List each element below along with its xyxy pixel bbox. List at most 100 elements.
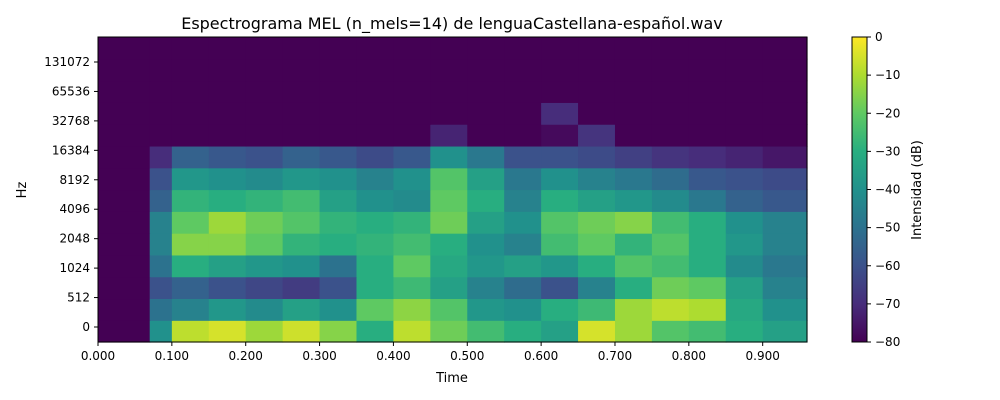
- heatmap-cell: [208, 37, 247, 60]
- heatmap-cell: [319, 37, 358, 60]
- heatmap-cell: [762, 320, 808, 343]
- heatmap-cell: [504, 320, 542, 343]
- colorbar-tick-label: −30: [875, 144, 900, 158]
- heatmap-cell: [651, 276, 690, 300]
- heatmap-cell: [245, 298, 284, 321]
- heatmap-cell: [208, 80, 247, 103]
- heatmap-cell: [208, 102, 247, 125]
- x-tick-label: 0.700: [598, 349, 632, 363]
- heatmap-cell: [688, 58, 727, 82]
- heatmap-cell: [282, 211, 321, 234]
- heatmap-cell: [171, 145, 210, 169]
- heatmap-cell: [245, 102, 284, 125]
- heatmap-cell: [282, 189, 321, 212]
- heatmap-cell: [651, 320, 690, 343]
- colorbar-ticks: 0 −10 −20 −30 −40 −50 −60 −70 −80: [867, 30, 900, 349]
- colorbar-label: Intensidad (dB): [910, 140, 925, 240]
- heatmap-cell: [319, 211, 358, 234]
- heatmap-cell: [98, 102, 151, 125]
- heatmap-cell: [614, 37, 653, 60]
- heatmap-cell: [762, 189, 808, 212]
- heatmap-cell: [245, 58, 284, 82]
- heatmap-cell: [504, 58, 542, 82]
- heatmap-cell: [282, 102, 321, 125]
- heatmap-cell: [467, 102, 505, 125]
- heatmap-cell: [171, 102, 210, 125]
- heatmap-cell: [282, 320, 321, 343]
- heatmap-cell: [319, 102, 358, 125]
- heatmap-cell: [467, 80, 505, 103]
- heatmap-cell: [614, 298, 653, 321]
- heatmap-cell: [467, 167, 505, 191]
- heatmap-cell: [467, 189, 505, 212]
- x-tick-label: 0.000: [81, 349, 115, 363]
- heatmap-cell: [171, 211, 210, 234]
- heatmap-cell: [578, 167, 616, 191]
- heatmap-cell: [356, 320, 395, 343]
- heatmap-cell: [393, 167, 431, 191]
- heatmap-cell: [541, 298, 579, 321]
- heatmap-cell: [578, 254, 616, 278]
- heatmap-cell: [393, 211, 431, 234]
- heatmap-cell: [319, 298, 358, 321]
- heatmap-cell: [208, 276, 247, 300]
- heatmap-cell: [541, 167, 579, 191]
- heatmap-cell: [393, 58, 431, 82]
- heatmap-cell: [762, 37, 808, 60]
- heatmap-cell: [98, 233, 151, 256]
- y-tick-label: 65536: [52, 84, 90, 98]
- heatmap-cell: [762, 58, 808, 82]
- heatmap-cell: [430, 254, 468, 278]
- heatmap-cell: [762, 102, 808, 125]
- heatmap-cell: [98, 320, 151, 343]
- heatmap-cell: [98, 167, 151, 191]
- heatmap-cell: [208, 254, 247, 278]
- heatmap-cell: [98, 37, 151, 60]
- heatmap-cell: [578, 211, 616, 234]
- colorbar-tick-label: −80: [875, 335, 900, 349]
- heatmap-cell: [578, 58, 616, 82]
- y-tick-label: 32768: [52, 114, 90, 128]
- y-tick-label: 16384: [52, 143, 90, 157]
- heatmap-cell: [430, 167, 468, 191]
- heatmap-cell: [356, 298, 395, 321]
- heatmap-cell: [149, 320, 173, 343]
- colorbar-tick-label: −50: [875, 221, 900, 235]
- heatmap-cell: [319, 276, 358, 300]
- heatmap-cell: [651, 80, 690, 103]
- heatmap-cell: [149, 58, 173, 82]
- heatmap-cell: [725, 254, 764, 278]
- heatmap-cell: [98, 254, 151, 278]
- heatmap-cell: [98, 124, 151, 147]
- heatmap-cell: [393, 80, 431, 103]
- heatmap-cell: [614, 320, 653, 343]
- heatmap-cell: [614, 189, 653, 212]
- heatmap-cell: [725, 189, 764, 212]
- heatmap-cell: [541, 145, 579, 169]
- y-tick-label: 8192: [59, 173, 90, 187]
- heatmap-cell: [688, 37, 727, 60]
- heatmap-cell: [651, 254, 690, 278]
- heatmap-cell: [149, 254, 173, 278]
- heatmap-cell: [245, 80, 284, 103]
- heatmap-cell: [688, 211, 727, 234]
- y-tick-label: 2048: [59, 232, 90, 246]
- heatmap-cell: [319, 233, 358, 256]
- heatmap-cell: [688, 320, 727, 343]
- heatmap-cell: [614, 276, 653, 300]
- heatmap-cell: [578, 145, 616, 169]
- heatmap-cell: [393, 37, 431, 60]
- heatmap-cell: [208, 145, 247, 169]
- colorbar-tick-label: −60: [875, 259, 900, 273]
- heatmap-cell: [725, 211, 764, 234]
- heatmap-cell: [208, 298, 247, 321]
- heatmap-cell: [149, 37, 173, 60]
- heatmap-cell: [98, 211, 151, 234]
- y-axis-ticks: 0 512 1024 2048 4096 8192 16384 32768 65536 13107…: [44, 55, 98, 334]
- y-tick-label: 0: [82, 320, 90, 334]
- heatmap-cell: [614, 80, 653, 103]
- heatmap-cell: [245, 189, 284, 212]
- heatmap-cell: [725, 167, 764, 191]
- heatmap-cell: [762, 211, 808, 234]
- heatmap-cell: [504, 124, 542, 147]
